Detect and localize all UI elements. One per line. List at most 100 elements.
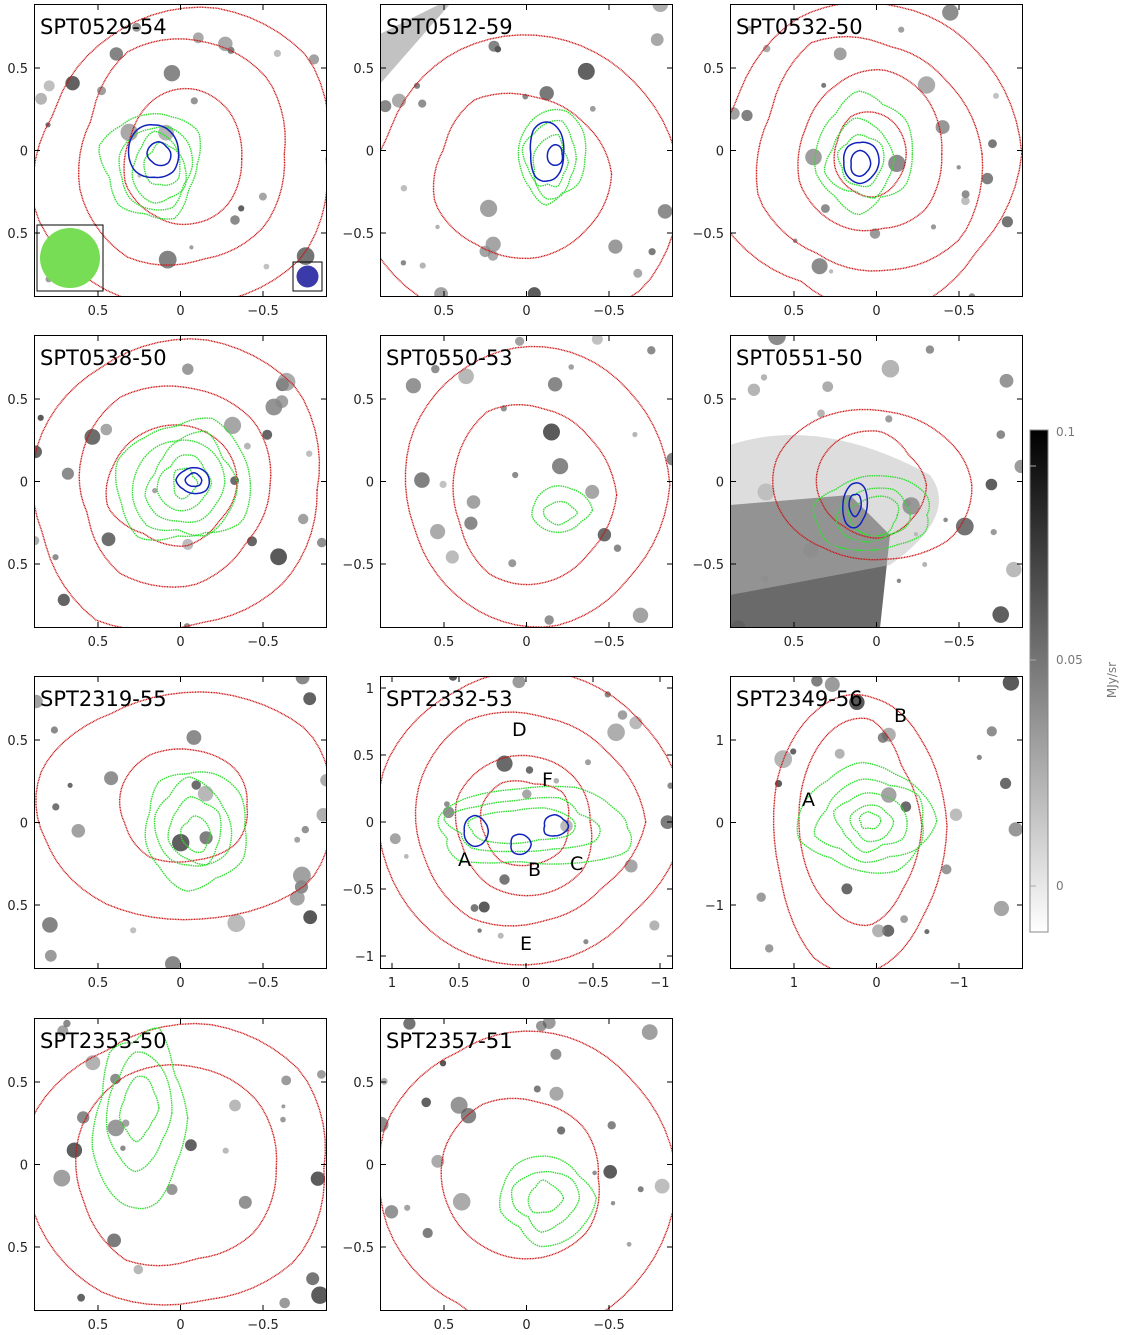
background-source <box>592 1170 597 1176</box>
background-source <box>649 920 660 931</box>
panel-background <box>380 676 673 969</box>
y-tick-label: −0.5 <box>342 227 374 242</box>
background-source <box>885 415 893 423</box>
y-tick-label: 0 <box>716 817 724 832</box>
x-tick-label: 0.5 <box>88 1318 109 1333</box>
background-source <box>607 1121 616 1130</box>
green-contour <box>836 133 885 188</box>
background-source <box>741 109 753 122</box>
panel-title: SPT0551-50 <box>736 346 863 370</box>
background-source <box>289 890 305 906</box>
background-source <box>943 517 948 523</box>
background-source <box>544 615 554 625</box>
background-source <box>533 1085 541 1093</box>
background-source <box>828 269 834 274</box>
background-source <box>306 450 313 457</box>
colorbar-tick-zero: 0 <box>1056 879 1064 893</box>
blue-contour <box>842 482 869 529</box>
background-source <box>109 47 124 61</box>
background-source <box>405 378 421 394</box>
y-tick-label: 0.5 <box>353 393 374 408</box>
red-contour <box>730 4 1023 297</box>
y-tick-label: 0.5 <box>7 62 28 77</box>
background-source <box>1002 676 1020 691</box>
background-source <box>560 819 573 833</box>
source-label-B: B <box>528 859 541 881</box>
colorbar-gradient <box>1029 429 1049 933</box>
blue-contour <box>529 121 565 183</box>
background-source <box>101 532 116 547</box>
background-source <box>77 1293 85 1302</box>
background-source <box>568 364 574 370</box>
background-source <box>384 1205 399 1219</box>
background-source <box>583 939 589 945</box>
blue-contour <box>184 471 203 488</box>
y-tick-label: 0.5 <box>7 558 28 573</box>
x-tick-label: −0.5 <box>943 304 975 319</box>
x-tick-label: −0.5 <box>247 304 279 319</box>
background-source <box>822 381 834 392</box>
background-source <box>296 247 315 265</box>
y-tick-label: −1 <box>355 950 374 965</box>
green-contour <box>814 90 914 216</box>
x-tick-label: 0.5 <box>88 976 109 991</box>
beam-box-green <box>36 224 104 292</box>
background-source <box>66 1142 83 1158</box>
background-source <box>657 204 673 219</box>
background-source <box>930 224 937 230</box>
background-source <box>244 442 251 450</box>
background-source <box>413 82 421 89</box>
panel-SPT0538-50: SPT0538-50 0.5 0 −0.5 0.5 0 0.5 <box>7 335 327 650</box>
background-source <box>247 536 257 547</box>
y-tick-label: 0.5 <box>703 62 724 77</box>
background-source <box>896 578 902 583</box>
background-source <box>392 93 406 108</box>
background-source <box>824 677 840 692</box>
background-source <box>298 513 309 525</box>
background-source <box>84 429 101 445</box>
background-source <box>497 932 504 939</box>
background-source <box>1008 822 1023 837</box>
y-tick-label: 0 <box>366 1159 374 1174</box>
background-source <box>403 854 409 859</box>
background-source <box>320 774 327 787</box>
background-source <box>311 1286 327 1304</box>
background-source <box>942 4 959 21</box>
background-source <box>130 927 137 934</box>
red-contour <box>440 1097 600 1260</box>
background-source <box>53 1169 71 1187</box>
x-tick-label: −0.5 <box>247 976 279 991</box>
background-source <box>585 759 591 766</box>
panel-SPT2349-56: SPT2349-56 1 0 −1 1 0 −1 A B <box>705 676 1023 991</box>
background-source <box>273 49 281 58</box>
y-tick-label: −0.5 <box>342 883 374 898</box>
background-source <box>993 900 1009 917</box>
blue-contour <box>175 466 211 495</box>
colorbar: 0.1 0.05 0 MJy/sr <box>1029 425 1119 933</box>
y-tick-label: 0.5 <box>7 227 28 242</box>
background-source <box>610 1201 616 1206</box>
background-source <box>400 260 407 266</box>
red-contour <box>815 430 928 539</box>
beam-blue <box>296 265 319 288</box>
background-source <box>633 268 643 278</box>
background-source <box>999 373 1014 388</box>
background-source <box>607 723 625 742</box>
background-source <box>647 346 656 355</box>
background-source <box>993 92 999 99</box>
background-source <box>988 139 997 149</box>
red-contour <box>798 717 923 927</box>
red-contour <box>833 111 907 198</box>
background-source <box>881 359 900 378</box>
y-tick-label: 0 <box>716 476 724 491</box>
panel-title: SPT0532-50 <box>736 15 863 39</box>
red-contour <box>452 403 618 586</box>
background-source <box>270 548 287 566</box>
green-contour <box>510 1170 581 1233</box>
y-tick-label: 0.5 <box>7 1241 28 1256</box>
background-source <box>186 730 202 745</box>
green-contour <box>812 474 931 552</box>
background-source <box>1006 561 1022 578</box>
background-source <box>985 478 998 491</box>
background-source <box>747 25 753 31</box>
